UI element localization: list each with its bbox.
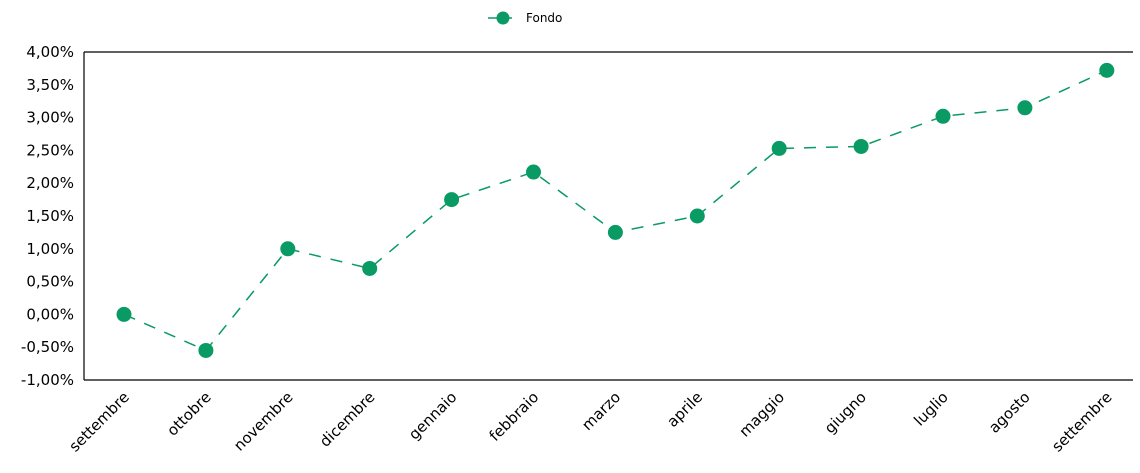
x-tick-label: febbraio	[486, 388, 543, 445]
data-point-marker	[689, 208, 705, 224]
data-point-marker	[1099, 62, 1115, 78]
data-point-marker	[280, 241, 296, 257]
legend-label: Fondo	[526, 11, 563, 25]
y-tick-label: 0,00%	[26, 305, 74, 323]
data-point-marker	[853, 138, 869, 154]
x-tick-label: agosto	[985, 388, 1034, 437]
y-tick-labels: 4,00% 3,50% 3,00% 2,50% 2,00% 1,50% 1,00% 0,50%…	[21, 43, 74, 389]
data-point-marker	[607, 224, 623, 240]
y-tick-label: 1,00%	[26, 240, 74, 258]
x-tick-labels: settembre ottobre novembre dicembre gennaio f…	[65, 388, 1115, 455]
y-tick-label: 2,50%	[26, 141, 74, 159]
x-tick-label: settembre	[65, 388, 132, 455]
y-tick-label: -1,00%	[21, 371, 74, 389]
y-tick-label: 2,00%	[26, 174, 74, 192]
x-tick-label: settembre	[1048, 388, 1115, 455]
data-point-marker	[116, 306, 132, 322]
y-tick-label: 1,50%	[26, 207, 74, 225]
y-tick-label: 3,00%	[26, 109, 74, 127]
x-tick-label: ottobre	[163, 388, 214, 439]
data-point-marker	[444, 192, 460, 208]
data-point-marker	[771, 140, 787, 156]
x-tick-label: giugno	[821, 388, 870, 437]
y-tick-label: -0,50%	[21, 338, 74, 356]
y-tick-label: 0,50%	[26, 273, 74, 291]
data-point-marker	[362, 260, 378, 276]
series-markers	[116, 62, 1115, 358]
legend: Fondo	[488, 8, 562, 28]
axes	[83, 51, 1133, 381]
x-tick-label: maggio	[736, 388, 788, 440]
data-point-marker	[526, 164, 541, 180]
data-point-marker	[1017, 100, 1033, 116]
legend-swatch	[488, 11, 518, 25]
x-tick-label: luglio	[910, 388, 952, 430]
x-tick-label: marzo	[578, 388, 624, 434]
x-tick-label: novembre	[230, 388, 296, 454]
x-tick-label: gennaio	[405, 388, 460, 443]
data-point-marker	[935, 108, 951, 124]
y-tick-label: 3,50%	[26, 76, 74, 94]
data-point-marker	[198, 342, 214, 358]
series-lines	[123, 69, 1108, 352]
x-tick-label: dicembre	[316, 388, 378, 450]
series-line	[123, 69, 1108, 352]
y-tick-label: 4,00%	[26, 43, 74, 61]
x-tick-label: aprile	[663, 388, 706, 431]
